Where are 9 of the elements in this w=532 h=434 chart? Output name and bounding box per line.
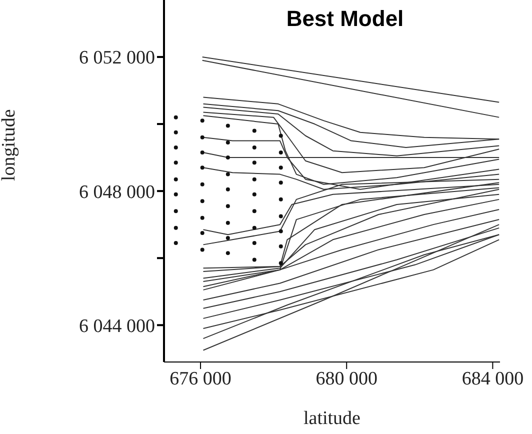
y-tick-label: 6 044 000 (79, 316, 155, 337)
y-axis-title: longitude (0, 109, 20, 181)
y-tick-label: 6 052 000 (79, 48, 155, 69)
x-tick-label: 676 000 (170, 368, 232, 390)
y-tick-label: 6 048 000 (79, 182, 155, 203)
chart-title: Best Model (286, 6, 404, 31)
x-tick-label: 680 000 (316, 368, 378, 390)
x-tick-label: 684 000 (462, 368, 524, 390)
x-axis-title: latitude (304, 408, 360, 429)
